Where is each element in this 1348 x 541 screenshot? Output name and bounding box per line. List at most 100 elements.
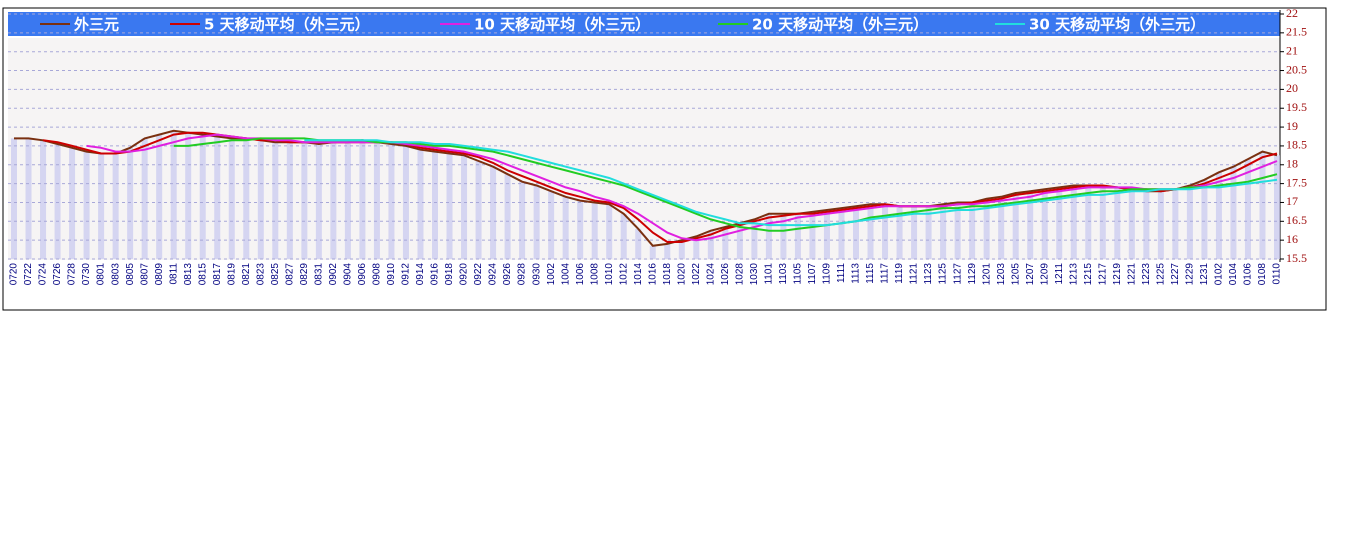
x-tick-label: 0801 xyxy=(96,263,107,286)
x-tick-label: 1125 xyxy=(938,263,949,285)
x-tick-label: 0728 xyxy=(67,263,78,286)
bar xyxy=(1099,187,1106,259)
x-tick-label: 1026 xyxy=(720,263,731,286)
bar xyxy=(577,200,584,259)
x-tick-label: 0827 xyxy=(284,263,295,286)
bar xyxy=(940,204,947,259)
bar xyxy=(1070,185,1077,259)
bar xyxy=(504,174,511,259)
bar xyxy=(315,144,322,259)
bar xyxy=(40,140,47,259)
x-tick-label: 1024 xyxy=(705,263,716,286)
x-tick-label: 1219 xyxy=(1112,263,1123,286)
bar xyxy=(228,138,235,259)
x-tick-label: 1020 xyxy=(676,263,687,286)
x-tick-label: 1115 xyxy=(865,263,876,284)
x-tick-label: 0922 xyxy=(473,263,484,286)
x-tick-label: 0730 xyxy=(81,263,92,286)
bar xyxy=(98,153,105,259)
bar xyxy=(446,153,453,259)
x-tick-label: 0813 xyxy=(183,263,194,286)
bar xyxy=(1201,179,1208,259)
x-tick-label: 0817 xyxy=(212,263,223,286)
bar xyxy=(490,166,497,259)
x-tick-label: 1127 xyxy=(952,263,963,285)
y-tick-label: 17 xyxy=(1286,194,1298,208)
bar xyxy=(1012,193,1019,259)
x-tick-label: 1117 xyxy=(880,263,891,284)
x-tick-label: 1109 xyxy=(822,263,833,285)
x-tick-label: 1022 xyxy=(691,263,702,286)
x-tick-label: 1205 xyxy=(1010,263,1021,286)
x-tick-label: 1002 xyxy=(546,263,557,286)
x-tick-label: 0825 xyxy=(270,263,281,286)
x-tick-label: 0807 xyxy=(139,263,150,286)
bar xyxy=(591,202,598,259)
x-tick-label: 0912 xyxy=(401,263,412,286)
bar xyxy=(983,198,990,259)
x-tick-label: 1215 xyxy=(1083,263,1094,286)
y-tick-label: 19 xyxy=(1286,119,1298,133)
bar xyxy=(185,132,192,259)
x-tick-label: 1016 xyxy=(647,263,658,286)
bar xyxy=(780,213,787,259)
bar xyxy=(1186,185,1193,259)
x-tick-label: 1014 xyxy=(633,263,644,286)
x-tick-label: 1105 xyxy=(793,263,804,285)
x-tick-label: 1207 xyxy=(1025,263,1036,286)
x-tick-label: 0910 xyxy=(386,263,397,286)
bar xyxy=(707,230,714,259)
y-tick-label: 17.5 xyxy=(1286,175,1307,189)
x-tick-label: 1217 xyxy=(1097,263,1108,286)
x-tick-label: 1209 xyxy=(1039,263,1050,286)
legend-label: 外三元 xyxy=(73,16,119,34)
bar xyxy=(838,208,845,259)
x-tick-label: 1103 xyxy=(778,263,789,285)
x-tick-label: 1030 xyxy=(749,263,760,286)
bar xyxy=(1274,155,1280,259)
x-tick-label: 0805 xyxy=(125,263,136,286)
x-tick-label: 1223 xyxy=(1141,263,1152,286)
x-tick-label: 0831 xyxy=(314,263,325,286)
x-tick-label: 1201 xyxy=(981,263,992,286)
x-tick-label: 0916 xyxy=(430,263,441,286)
bar xyxy=(1230,166,1237,259)
x-tick-label: 0102 xyxy=(1214,263,1225,286)
legend-band xyxy=(8,12,1280,36)
x-tick-label: 1123 xyxy=(923,263,934,285)
x-tick-label: 0724 xyxy=(38,263,49,286)
x-tick-label: 1229 xyxy=(1185,263,1196,286)
bar xyxy=(417,149,424,259)
x-tick-label: 1213 xyxy=(1068,263,1079,286)
bar xyxy=(606,204,613,259)
bar xyxy=(156,134,163,259)
x-tick-label: 0811 xyxy=(168,263,179,285)
bar xyxy=(882,204,889,259)
x-tick-label: 0829 xyxy=(299,263,310,286)
bar xyxy=(83,151,90,259)
x-tick-label: 0110 xyxy=(1272,263,1283,285)
bar xyxy=(127,147,134,259)
bar xyxy=(301,142,308,259)
bar xyxy=(809,211,816,259)
x-tick-label: 0104 xyxy=(1228,263,1239,286)
bar xyxy=(432,151,438,259)
x-tick-label: 0920 xyxy=(459,263,470,286)
bar xyxy=(954,202,961,259)
bar xyxy=(867,204,874,259)
bar xyxy=(170,130,177,259)
bar xyxy=(286,142,293,259)
x-tick-label: 0902 xyxy=(328,263,339,286)
x-tick-label: 1006 xyxy=(575,263,586,286)
x-tick-label: 1227 xyxy=(1170,263,1181,286)
x-tick-label: 0908 xyxy=(372,263,383,286)
y-tick-label: 15.5 xyxy=(1286,251,1307,265)
x-tick-label: 1012 xyxy=(618,263,629,286)
y-tick-label: 20 xyxy=(1286,81,1298,95)
bar xyxy=(925,206,932,259)
bar xyxy=(794,213,801,259)
x-tick-label: 1018 xyxy=(662,263,673,286)
bar xyxy=(461,155,468,259)
bar xyxy=(11,138,17,259)
